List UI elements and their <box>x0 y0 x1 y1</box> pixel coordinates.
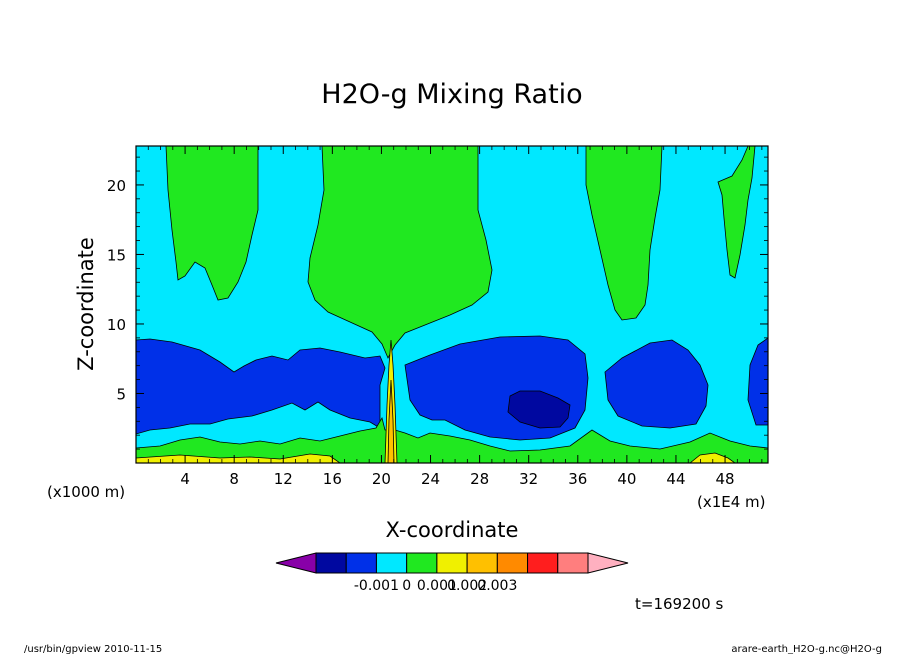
contour-region-green-plume <box>717 146 756 279</box>
colorbar-swatch <box>557 552 589 574</box>
colorbar-label: -0.001 <box>354 578 399 594</box>
contour-region-blue <box>747 337 768 426</box>
y-axis: 5 10 15 20 <box>107 156 768 450</box>
x-tick-label-28: 28 <box>470 470 489 488</box>
colorbar-swatch <box>466 552 498 574</box>
x-tick-label-40: 40 <box>617 470 636 488</box>
colorbar <box>275 552 629 574</box>
colorbar-swatch <box>527 552 559 574</box>
x-scale-label: (x1E4 m) <box>697 493 766 511</box>
colorbar-swatch <box>406 552 438 574</box>
footer-left: /usr/bin/gpview 2010-11-15 <box>24 644 162 654</box>
x-unit-label: (x1000 m) <box>47 483 125 501</box>
x-tick-label-32: 32 <box>519 470 538 488</box>
colorbar-label: 0 <box>402 578 411 594</box>
colorbar-swatch <box>436 552 468 574</box>
chart-title: H2O-g Mixing Ratio <box>321 79 582 110</box>
contour-region-yellow <box>136 453 341 463</box>
x-tick-label-24: 24 <box>421 470 440 488</box>
x-tick-label-12: 12 <box>274 470 293 488</box>
x-tick-label-8: 8 <box>229 470 239 488</box>
contour-region-green-plume <box>585 146 663 321</box>
colorbar-label: 0.001 <box>417 578 457 594</box>
contour-region-green-low <box>136 416 768 463</box>
x-tick-label-4: 4 <box>180 470 190 488</box>
contour-region-green-plume <box>165 146 259 301</box>
colorbar-label: 0.003 <box>477 578 517 594</box>
colorbar-swatch <box>345 552 377 574</box>
contour-region-darkblue <box>507 390 571 429</box>
colorbar-swatch <box>315 552 347 574</box>
colorbar-swatch <box>375 552 408 574</box>
contour-region-yellow <box>689 452 736 463</box>
time-label: t=169200 s <box>635 595 723 613</box>
contour-region-blue <box>604 339 709 429</box>
contour-region-updraft-core <box>387 379 395 463</box>
colorbar-over-triangle <box>587 552 629 574</box>
x-tick-label-16: 16 <box>323 470 342 488</box>
x-tick-label-44: 44 <box>666 470 685 488</box>
y-tick-label-15: 15 <box>107 246 126 264</box>
x-axis: 4 8 12 16 20 24 28 32 36 40 44 48 <box>147 146 763 488</box>
y-tick-label-20: 20 <box>107 177 126 195</box>
y-tick-label-10: 10 <box>107 316 126 334</box>
footer-right: arare-earth_H2O-g.nc@H2O-g <box>731 644 882 654</box>
plot-frame <box>135 145 769 464</box>
colorbar-label: 0.002 <box>447 578 487 594</box>
x-tick-label-48: 48 <box>716 470 735 488</box>
colorbar-under-triangle <box>275 552 317 574</box>
x-tick-label-36: 36 <box>568 470 587 488</box>
x-axis-title: X-coordinate <box>386 518 519 542</box>
x-tick-label-20: 20 <box>372 470 391 488</box>
colorbar-swatch <box>496 552 529 574</box>
y-tick-label-5: 5 <box>116 385 126 403</box>
y-axis-title: Z-coordinate <box>74 237 98 371</box>
contour-region-blue <box>136 338 386 435</box>
contour-plot <box>136 146 768 463</box>
